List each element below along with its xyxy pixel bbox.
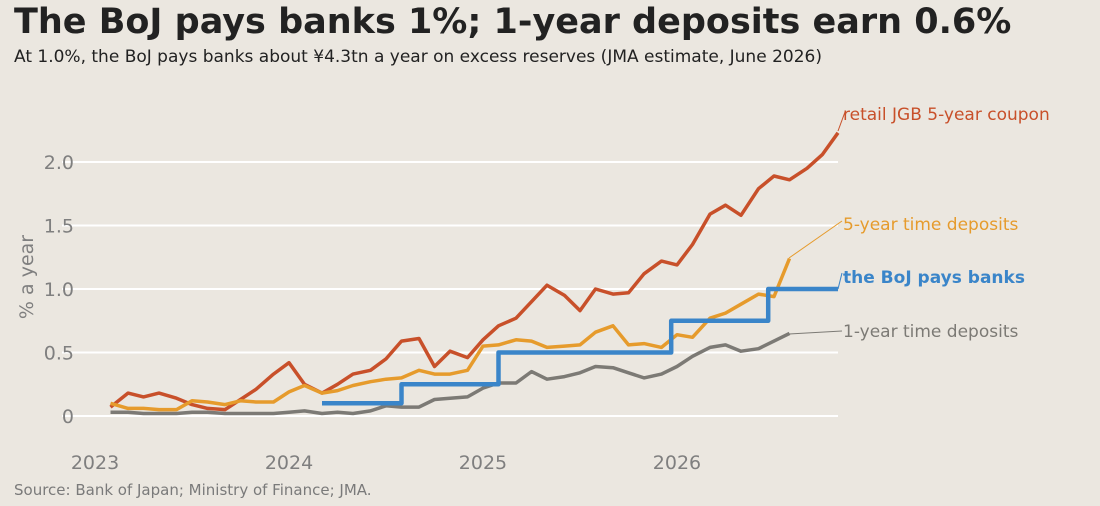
series-labels: retail JGB 5-year coupon 5-year time depo… <box>788 105 1050 342</box>
series-lines <box>109 131 840 416</box>
series-line-4 <box>110 331 791 416</box>
series-line-3 <box>322 286 838 406</box>
gridlines <box>62 161 838 417</box>
series-line-1 <box>109 131 840 412</box>
series-label: 1-year time deposits <box>843 322 1018 342</box>
label-leader <box>837 111 846 132</box>
y-tick-label: 1.5 <box>44 216 74 238</box>
label-leader <box>788 220 843 259</box>
x-tick-labels: 2023 2024 2025 2026 <box>71 452 701 474</box>
y-tick-labels: 0 0.5 1.0 1.5 2.0 <box>44 152 74 428</box>
chart-subtitle: At 1.0%, the BoJ pays banks about ¥4.3tn… <box>14 47 822 67</box>
y-tick-label: 1.0 <box>44 279 74 301</box>
source-note: Source: Bank of Japan; Ministry of Finan… <box>14 481 372 499</box>
x-tick-label: 2023 <box>71 452 119 474</box>
x-tick-label: 2025 <box>459 452 507 474</box>
series-label: the BoJ pays banks <box>843 268 1025 288</box>
y-tick-label: 0.5 <box>44 343 74 365</box>
x-tick-label: 2026 <box>653 452 701 474</box>
y-tick-label: 2.0 <box>44 152 74 174</box>
label-leader <box>837 272 843 290</box>
chart-title: The BoJ pays banks 1%; 1-year deposits e… <box>14 2 1012 42</box>
label-leader <box>788 330 843 335</box>
y-axis-label: % a year <box>16 235 38 319</box>
x-tick-label: 2024 <box>265 452 313 474</box>
series-label: 5-year time deposits <box>843 215 1018 235</box>
series-line-2 <box>110 257 792 412</box>
series-label: retail JGB 5-year coupon <box>843 105 1050 125</box>
y-tick-label: 0 <box>62 406 74 428</box>
